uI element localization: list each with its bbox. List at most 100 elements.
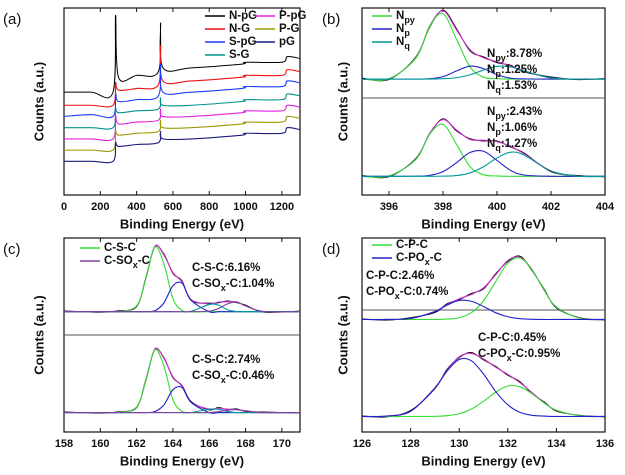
y-axis-label: Counts (a.u.) [335,62,350,141]
plot-frame [361,7,606,196]
legend-label-part: C-SO [104,255,133,267]
y-axis-label: Counts (a.u.) [31,295,46,374]
x-axis-label: Binding Energy (eV) [120,216,244,231]
x-tick-label: 170 [273,438,291,450]
x-tick-label: 396 [380,201,398,213]
annotation: Nq:1.53% [487,80,537,95]
spectrum-line [361,352,606,418]
x-tick-label: 164 [164,438,183,450]
annotation-part: :1.25% [501,64,537,76]
plot-frame [63,7,301,196]
annotation-part: C-PO [478,348,507,360]
annotation-part: C-SO [192,370,221,382]
annotation-part: x [507,353,512,363]
legend-label: C-P-C [396,239,428,251]
annotation-part: N [487,106,495,118]
annotation-part: :2.43% [506,106,542,118]
annotation-part: N [487,48,495,60]
legend-label-part: x [133,260,138,270]
x-tick-label: 0 [61,201,67,213]
x-tick-label: 400 [488,201,506,213]
legend-label: N-G [229,23,250,35]
annotation-part: -C:0.74% [400,286,449,298]
spectrum-line [362,65,606,80]
legend-label-part: C-PO [396,252,425,264]
x-tick-label: 1000 [233,201,257,213]
x-tick-label: 600 [164,201,182,213]
annotation: C-POx-C:0.95% [478,348,560,363]
panel-label: (c) [3,241,21,258]
legend-label: C-SOx-C [104,255,150,270]
y-axis-label: Counts (a.u.) [31,62,46,141]
annotation-part: p [495,69,501,79]
annotation-part: :1.27% [501,138,537,150]
annotation: Nq:1.27% [487,138,537,153]
annotation: C-P-C:0.45% [478,332,546,344]
legend-label: Npy [396,10,415,25]
annotation-part: C-S-C:6.16% [192,262,260,274]
spectrum-line [362,151,606,178]
annotation-part: q [495,143,501,153]
spectrum-line [361,299,605,321]
legend-label: S-pG [229,36,257,48]
x-tick-label: 130 [450,438,468,450]
x-tick-label: 134 [547,438,566,450]
annotation-part: C-PO [366,286,395,298]
annotation-part: py [495,53,506,63]
legend-label-part: N [396,23,404,35]
legend-label: pG [279,36,295,48]
spectrum-line [361,118,606,179]
annotation-part: C-P-C:2.46% [366,270,434,282]
legend-label-part: -C [430,252,442,264]
annotation: Npy:8.78% [487,48,542,63]
annotation-part: -C:0.95% [512,348,561,360]
annotation-part: x [221,283,226,293]
annotation: C-S-C:6.16% [192,262,260,274]
spectrum-line [361,357,605,418]
annotation-part: p [495,127,501,137]
spectrum-line [63,63,301,119]
spectrum-line [64,386,300,414]
spectrum-line [63,14,301,99]
panel-label: (d) [322,241,340,258]
legend-label-part: C-P-C [396,239,428,251]
x-tick-label: 404 [596,201,615,213]
legend-label-part: -C [138,255,150,267]
x-tick-label: 200 [91,201,109,213]
x-tick-label: 400 [127,201,145,213]
legend-label: Np [396,23,410,38]
x-tick-label: 132 [499,438,517,450]
x-tick-label: 166 [200,438,218,450]
spectrum-line [64,409,301,414]
annotation-part: :1.53% [501,80,537,92]
annotation-part: N [487,138,495,150]
x-tick-label: 162 [127,438,145,450]
panel-label: (a) [3,11,21,28]
annotation-part: :1.06% [501,122,537,134]
legend-label: N-pG [229,10,257,22]
annotation-part: C-P-C:0.45% [478,332,546,344]
x-tick-label: 402 [542,201,560,213]
annotation-part: q [495,85,501,95]
x-tick-label: 800 [200,201,218,213]
legend-label: C-POx-C [396,252,442,267]
annotation: Np:1.25% [487,64,537,79]
x-tick-label: 1200 [270,201,294,213]
x-axis-label: Binding Energy (eV) [120,453,244,468]
annotation-part: C-S-C:2.74% [192,354,260,366]
annotation-part: N [487,122,495,134]
spectrum-line [361,119,606,178]
x-axis-label: Binding Energy (eV) [421,453,545,468]
legend-label-part: N [396,10,404,22]
spectrum-line [362,384,606,418]
spectrum-line [64,127,301,164]
legend-label: P-G [279,23,300,35]
annotation-part: N [487,80,495,92]
legend-label-part: x [425,257,430,267]
legend-label: P-pG [279,10,307,22]
plot-frame [361,237,606,433]
legend-label-part: C-S-C [104,242,136,254]
spectrum-line [361,257,606,321]
annotation-part: x [395,291,400,301]
